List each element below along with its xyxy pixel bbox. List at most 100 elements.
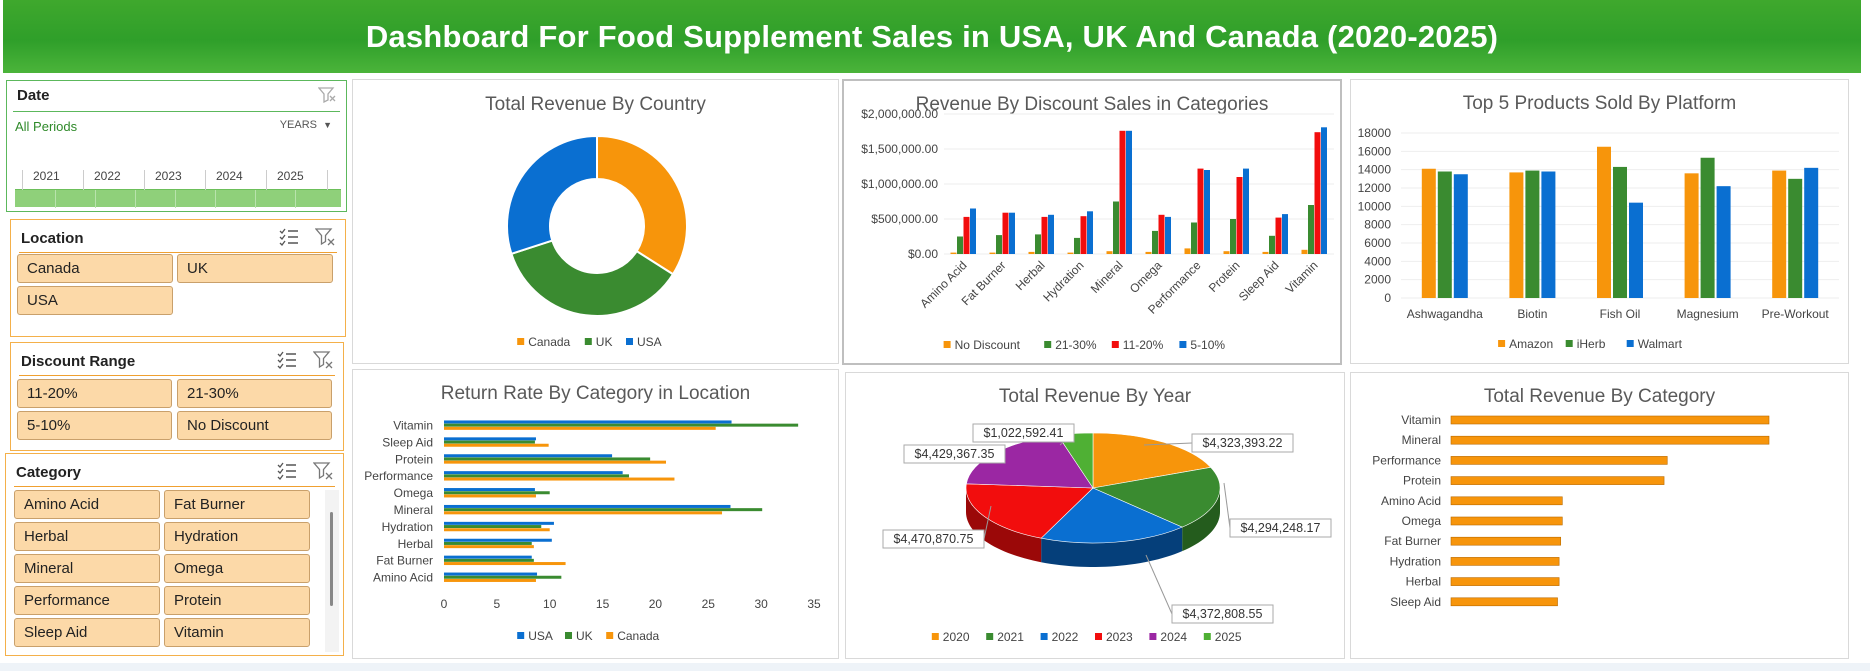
bar[interactable]	[1700, 157, 1715, 298]
bar[interactable]	[1087, 211, 1093, 254]
bar[interactable]	[444, 454, 613, 458]
slicer-item-protein[interactable]: Protein	[164, 586, 310, 615]
clear-filter-icon[interactable]	[312, 462, 333, 485]
bar[interactable]	[1002, 212, 1009, 254]
slicer-item-canada[interactable]: Canada	[17, 254, 173, 283]
bar[interactable]	[444, 508, 763, 512]
bar[interactable]	[444, 511, 723, 515]
bar[interactable]	[1788, 178, 1803, 298]
bar[interactable]	[444, 457, 651, 461]
bar[interactable]	[444, 558, 534, 562]
pie-slice-2022[interactable]	[1040, 487, 1183, 544]
bar[interactable]	[1165, 216, 1171, 254]
bar[interactable]	[1716, 186, 1731, 298]
bar[interactable]	[1450, 577, 1560, 586]
bar[interactable]	[444, 545, 534, 549]
bar[interactable]	[1421, 168, 1436, 298]
pie-slice-2023[interactable]	[965, 483, 1094, 539]
bar[interactable]	[1028, 251, 1035, 254]
bar[interactable]	[1262, 251, 1269, 254]
bar[interactable]	[1126, 130, 1132, 254]
bar[interactable]	[444, 528, 550, 532]
slicer-item-performance[interactable]: Performance	[14, 586, 160, 615]
bar[interactable]	[1437, 171, 1452, 299]
bar[interactable]	[1629, 202, 1643, 298]
bar[interactable]	[1035, 234, 1041, 254]
bar[interactable]	[1152, 230, 1158, 254]
bar[interactable]	[1541, 171, 1556, 299]
clear-filter-icon[interactable]	[314, 228, 335, 251]
pie-slice-2020[interactable]	[1092, 432, 1212, 489]
slicer-item-usa[interactable]: USA	[17, 286, 173, 315]
multi-select-icon[interactable]	[279, 228, 299, 251]
slicer-item-11-20-[interactable]: 11-20%	[17, 379, 172, 408]
bar[interactable]	[444, 555, 532, 559]
bar[interactable]	[1772, 170, 1787, 298]
slicer-item-herbal[interactable]: Herbal	[14, 522, 160, 551]
bar[interactable]	[444, 426, 716, 430]
bar[interactable]	[1450, 435, 1770, 445]
bar[interactable]	[1080, 216, 1087, 254]
bar[interactable]	[444, 477, 675, 481]
slicer-item-uk[interactable]: UK	[177, 254, 333, 283]
bar[interactable]	[970, 208, 976, 255]
bar[interactable]	[989, 252, 996, 254]
bar[interactable]	[1450, 536, 1562, 546]
pie-slice-2021[interactable]	[1091, 467, 1221, 528]
slicer-item-hydration[interactable]: Hydration	[164, 522, 310, 551]
bar[interactable]	[1145, 251, 1152, 254]
bar[interactable]	[1450, 597, 1558, 607]
donut-slice-uk[interactable]	[510, 239, 675, 317]
category-scrollbar-thumb[interactable]	[330, 512, 333, 606]
bar[interactable]	[444, 572, 538, 576]
slicer-item-amino-acid[interactable]: Amino Acid	[14, 490, 160, 519]
clear-filter-icon[interactable]	[312, 351, 333, 374]
bar[interactable]	[1613, 166, 1627, 298]
bar[interactable]	[444, 460, 666, 464]
bar[interactable]	[444, 437, 536, 441]
slicer-item-no-discount[interactable]: No Discount	[177, 411, 332, 440]
slicer-item-sleep-aid[interactable]: Sleep Aid	[14, 618, 160, 647]
date-timeline-slicer[interactable]: Date All Periods YEARS ▼ 2021 2022 2023 202…	[6, 80, 347, 212]
bar[interactable]	[1113, 201, 1119, 255]
bar[interactable]	[444, 575, 562, 579]
bar[interactable]	[444, 474, 629, 478]
bar[interactable]	[1236, 177, 1243, 254]
bar[interactable]	[1597, 146, 1611, 298]
bar[interactable]	[1074, 237, 1080, 254]
bar[interactable]	[1009, 212, 1015, 254]
bar[interactable]	[1158, 214, 1165, 254]
bar[interactable]	[1191, 222, 1197, 255]
bar[interactable]	[1048, 214, 1054, 254]
timeline-bar[interactable]	[15, 170, 341, 208]
sheet-bottom-scrollbar[interactable]	[0, 663, 1870, 671]
slicer-item-21-30-[interactable]: 21-30%	[177, 379, 332, 408]
multi-select-icon[interactable]	[277, 462, 297, 485]
bar[interactable]	[950, 252, 957, 254]
bar[interactable]	[444, 562, 566, 566]
bar[interactable]	[1321, 127, 1327, 254]
bar[interactable]	[1525, 170, 1540, 298]
bar[interactable]	[1684, 173, 1699, 298]
slicer-item-5-10-[interactable]: 5-10%	[17, 411, 172, 440]
slicer-item-mineral[interactable]: Mineral	[14, 554, 160, 583]
bar[interactable]	[444, 578, 536, 582]
bar[interactable]	[444, 443, 549, 447]
bar[interactable]	[1450, 456, 1668, 465]
bar[interactable]	[444, 491, 550, 495]
bar[interactable]	[1269, 235, 1275, 254]
bar[interactable]	[1308, 205, 1314, 254]
bar[interactable]	[1119, 130, 1126, 254]
bar[interactable]	[1450, 557, 1560, 566]
bar[interactable]	[1450, 415, 1770, 425]
bar[interactable]	[1243, 168, 1249, 254]
bar[interactable]	[444, 488, 535, 492]
bar[interactable]	[1275, 217, 1282, 254]
donut-slice-canada[interactable]	[596, 134, 688, 276]
clear-filter-icon[interactable]	[317, 87, 336, 108]
bar[interactable]	[957, 236, 963, 255]
bar[interactable]	[1450, 496, 1563, 506]
bar[interactable]	[1230, 219, 1236, 254]
donut-slice-usa[interactable]	[506, 134, 598, 256]
bar[interactable]	[444, 471, 623, 475]
